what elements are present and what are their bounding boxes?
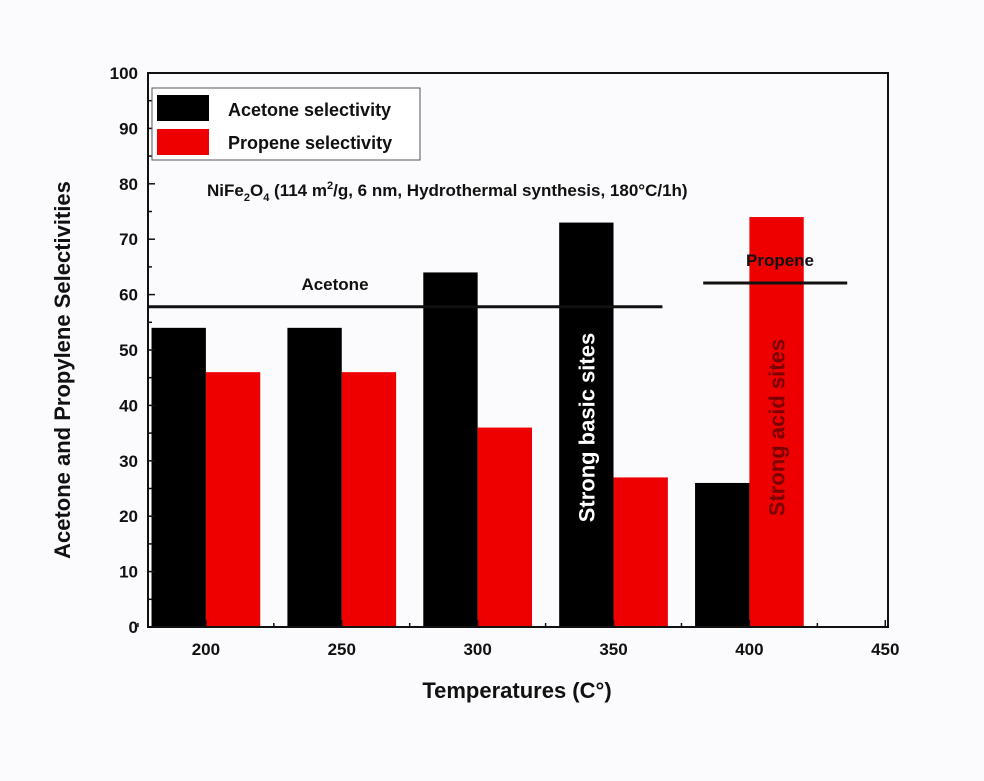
y-tick-label: 80 <box>119 175 138 194</box>
x-tick-label: 450 <box>871 640 899 659</box>
y-tick-label: 70 <box>119 230 138 249</box>
propene-line-label: Propene <box>746 251 814 270</box>
legend-label-propene: Propene selectivity <box>228 133 392 153</box>
x-tick-label: 200 <box>192 640 220 659</box>
bar-acetone-400 <box>695 482 750 627</box>
acetone-line-label: Acetone <box>301 275 368 294</box>
x-tick-label: 350 <box>599 640 627 659</box>
bar-propene-300 <box>477 427 532 627</box>
bar-propene-200 <box>205 372 261 627</box>
y-tick-label: 100 <box>110 64 138 83</box>
legend-label-acetone: Acetone selectivity <box>228 100 391 120</box>
y-tick-label: 20 <box>119 507 138 526</box>
bar-acetone-350 <box>559 222 614 627</box>
bar-acetone-200 <box>151 327 206 627</box>
bar-acetone-300 <box>423 272 478 627</box>
x-tick-label: 300 <box>463 640 491 659</box>
chart-subtitle: NiFe2O4 (114 m2/g, 6 nm, Hydrothermal sy… <box>207 180 688 204</box>
strong-basic-sites-label: Strong basic sites <box>574 333 599 523</box>
bar-acetone-250 <box>287 327 342 627</box>
y-axis-label: Acetone and Propylene Selectivities <box>50 181 75 559</box>
y-tick-label: 60 <box>119 286 138 305</box>
legend-swatch-propene <box>157 129 209 155</box>
x-tick-label: 400 <box>735 640 763 659</box>
y-tick-label: 0 <box>129 618 138 637</box>
y-tick-label: 90 <box>119 119 138 138</box>
strong-acid-sites-label: Strong acid sites <box>765 339 790 516</box>
bar-propene-400 <box>749 217 804 628</box>
x-tick-label: 250 <box>328 640 356 659</box>
legend-swatch-acetone <box>157 95 209 121</box>
bar-propene-250 <box>341 372 397 627</box>
bar-propene-350 <box>613 477 668 627</box>
y-tick-label: 50 <box>119 341 138 360</box>
y-tick-label: 30 <box>119 452 138 471</box>
legend: Acetone selectivity Propene selectivity <box>151 87 421 161</box>
x-axis-label: Temperatures (C°) <box>422 678 611 703</box>
y-tick-label: 40 <box>119 396 138 415</box>
y-tick-label: 10 <box>119 563 138 582</box>
